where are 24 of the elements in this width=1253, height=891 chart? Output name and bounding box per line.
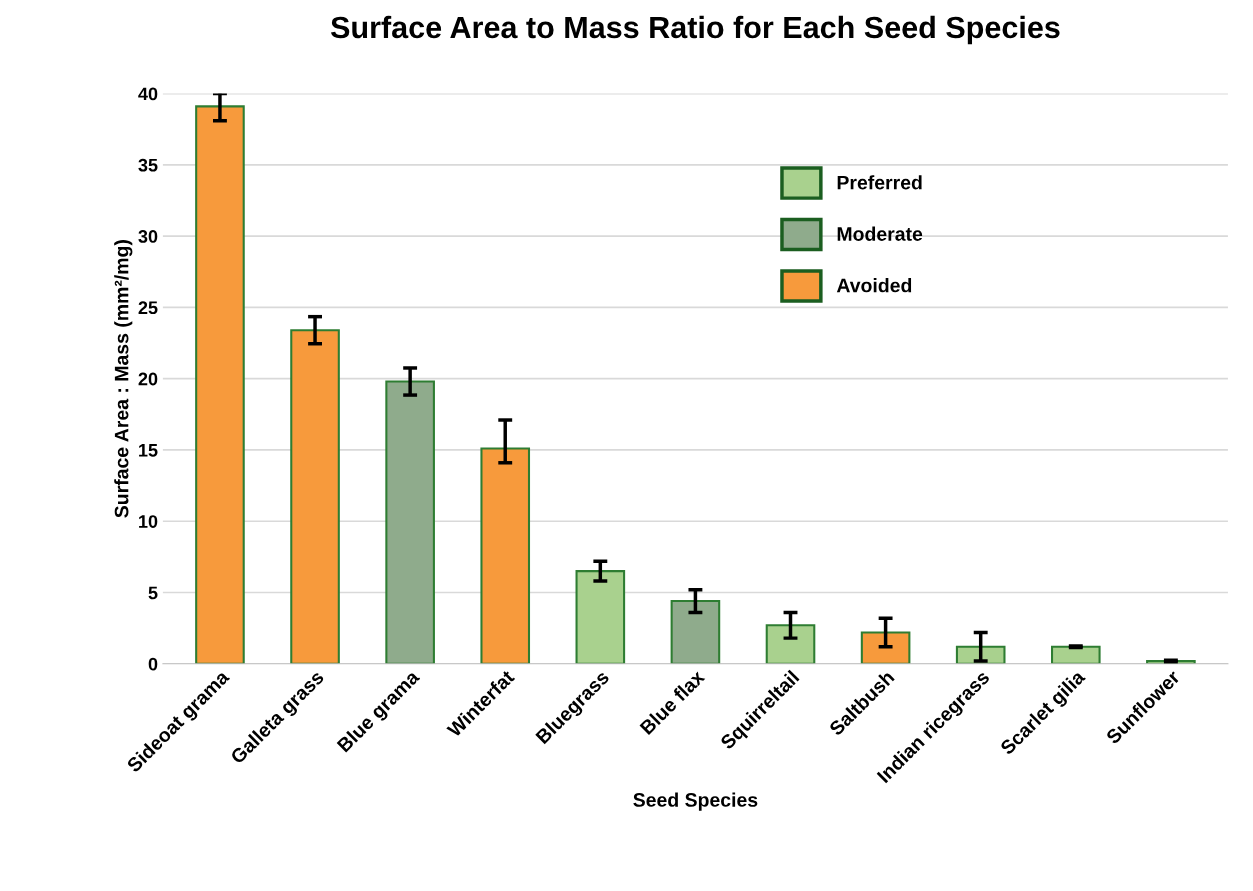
bar — [575, 570, 626, 664]
y-tick-label: 35 — [138, 158, 158, 172]
legend-label: Avoided — [836, 278, 912, 293]
legend-label: Moderate — [837, 226, 923, 241]
y-tick-label: 20 — [138, 372, 158, 386]
legend-label: Preferred — [837, 175, 922, 190]
x-axis-title: Seed Species — [633, 792, 758, 811]
bar — [860, 631, 911, 664]
bar — [385, 380, 435, 664]
bar — [480, 447, 531, 664]
bar — [195, 105, 245, 664]
y-tick-label: 30 — [138, 230, 158, 243]
y-tick-label: 10 — [139, 515, 158, 528]
bar — [1050, 645, 1101, 664]
y-tick-label: 5 — [148, 586, 158, 600]
chart-title: Surface Area to Mass Ratio for Each Seed Species — [330, 15, 1060, 45]
y-tick-label: 40 — [138, 87, 158, 101]
y-tick-label: 15 — [139, 444, 158, 457]
bar — [765, 624, 816, 664]
bar — [670, 600, 721, 664]
bar — [290, 329, 340, 664]
y-tick-label: 25 — [138, 301, 158, 315]
y-axis-title: Surface Area : Mass (mm²/mg) — [114, 240, 133, 518]
y-tick-label: 0 — [148, 657, 158, 671]
